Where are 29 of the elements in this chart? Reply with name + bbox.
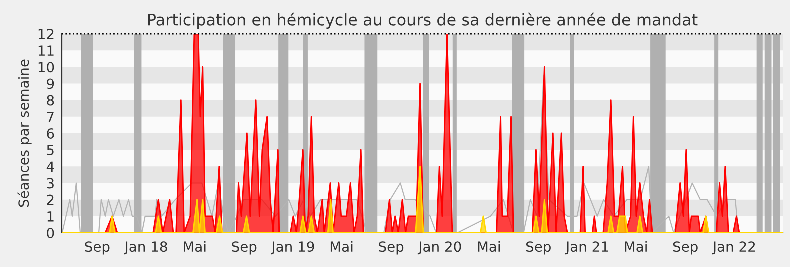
y-tick-label: 7: [47, 112, 54, 122]
y-tick-label: 3: [47, 178, 54, 189]
x-tick-label: Mai: [625, 241, 647, 252]
x-tick-label: Jan 20: [418, 242, 462, 255]
chart-title: Participation en hémicycle au cours de sa dernière année de mandat: [148, 12, 698, 29]
y-tick-label: 9: [47, 78, 54, 90]
x-tick-label: Sep: [526, 242, 551, 255]
x-tick-label: Mai: [330, 241, 353, 252]
x-tick-label: Sep: [673, 242, 698, 255]
y-tick-label: 10: [38, 62, 54, 73]
x-tick-label: Jan 21: [565, 242, 608, 255]
x-tick-label: Jan 18: [124, 242, 168, 255]
y-tick-label: 6: [47, 128, 54, 139]
x-tick-label: Sep: [85, 242, 110, 255]
x-tick-label: Sep: [379, 242, 404, 255]
x-tick-label: Mai: [478, 241, 500, 252]
x-tick-label: Jan 22: [712, 242, 756, 255]
y-axis-title: Séances par semaine: [18, 60, 32, 208]
x-tick-label: Sep: [232, 242, 257, 255]
y-tick-label: 5: [47, 145, 54, 156]
y-tick-label: 4: [46, 162, 54, 172]
x-tick-label: Jan 19: [271, 242, 314, 255]
y-tick-label: 12: [38, 28, 54, 40]
y-tick-label: 1: [48, 212, 54, 222]
y-tick-label: 2: [47, 194, 54, 206]
y-tick-label: 11: [38, 46, 54, 56]
y-tick-label: 8: [47, 95, 54, 106]
x-tick-label: Mai: [184, 241, 206, 252]
y-tick-label: 0: [47, 228, 54, 238]
